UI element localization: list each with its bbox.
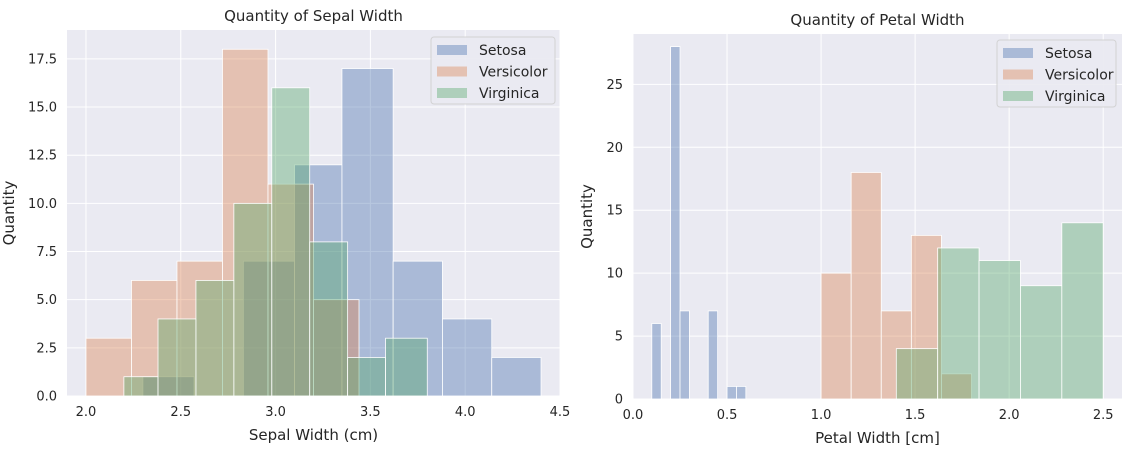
y-tick-label: 20: [606, 141, 623, 156]
y-tick-label: 7.5: [36, 245, 57, 260]
y-tick-label: 5: [615, 330, 623, 345]
legend-swatch-setosa: [1003, 48, 1033, 58]
histogram-bar-versicolor: [313, 299, 360, 397]
x-tick-label: 2.0: [999, 408, 1020, 423]
chart-title: Quantity of Petal Width: [790, 11, 964, 29]
legend: Setosa Versicolor Virginica: [430, 36, 556, 105]
y-tick-label: 12.5: [28, 149, 57, 164]
x-tick-label: 3.5: [360, 405, 381, 420]
y-tick-label: 15: [606, 204, 623, 219]
histogram-bar-virginica: [1061, 222, 1104, 400]
x-axis-label: Petal Width [cm]: [815, 429, 940, 447]
histogram-bar-virginica: [1020, 285, 1063, 400]
x-tick-label: 4.5: [550, 405, 571, 420]
x-axis-label: Sepal Width (cm): [249, 426, 378, 444]
x-tick-label: 0.5: [717, 408, 738, 423]
histogram-bar-virginica: [937, 247, 980, 400]
x-tick-label: 0.0: [623, 408, 644, 423]
y-tick-label: 0: [615, 393, 623, 408]
y-tick-label: 2.5: [36, 341, 57, 356]
histogram-bar-versicolor: [850, 172, 882, 400]
x-tick-label: 1.0: [811, 408, 832, 423]
histogram-bar-versicolor: [910, 234, 942, 400]
y-axis-label: Quantity: [578, 184, 596, 249]
legend-swatch-setosa: [437, 45, 467, 55]
y-tick-label: 0.0: [36, 390, 57, 405]
histogram-bar-virginica: [978, 260, 1021, 400]
histogram-bar-virginica: [195, 280, 235, 397]
histogram-bar-virginica: [233, 202, 273, 397]
legend: Setosa Versicolor Virginica: [996, 39, 1117, 108]
x-tick-label: 1.5: [905, 408, 926, 423]
histogram-bar-virginica: [347, 357, 386, 397]
legend-label-virginica: Virginica: [1045, 89, 1105, 105]
histogram-bar-virginica: [385, 337, 428, 397]
histogram-bar-virginica: [123, 376, 159, 397]
histogram-bar-setosa: [491, 357, 542, 397]
histogram-bar-setosa: [679, 310, 690, 400]
histogram-bar-virginica: [309, 241, 349, 397]
legend-label-setosa: Setosa: [479, 43, 526, 59]
legend-swatch-versicolor: [437, 66, 467, 77]
histogram-bar-versicolor: [941, 373, 972, 400]
y-tick-label: 10: [606, 267, 623, 282]
legend-frame: [996, 39, 1117, 108]
x-tick-label: 2.5: [1093, 408, 1114, 423]
histogram-bar-versicolor: [820, 272, 852, 400]
y-tick-label: 17.5: [28, 52, 57, 67]
histogram-bar-versicolor: [267, 183, 314, 397]
x-tick-label: 4.0: [455, 405, 476, 420]
histogram-bar-setosa: [670, 46, 681, 400]
histogram-bar-versicolor: [222, 48, 269, 397]
y-tick-label: 10.0: [28, 197, 57, 212]
histogram-bar-setosa: [442, 318, 493, 397]
x-tick-label: 3.0: [265, 405, 286, 420]
legend-label-setosa: Setosa: [1045, 46, 1092, 62]
chart-title: Quantity of Sepal Width: [224, 7, 403, 25]
chart-panel-2: 0 5 10 15 20 25 0.0 0.5 1.0 1.5 2.0 2.5 Quantity of …: [578, 11, 1122, 447]
y-tick-label: 25: [606, 78, 623, 93]
histogram-bar-setosa: [651, 323, 662, 400]
legend-label-versicolor: Versicolor: [479, 65, 548, 81]
y-tick-label: 5.0: [36, 293, 57, 308]
chart-panel-1: 0.0 2.5 5.0 7.5 10.0 12.5 15.0 17.5 2.0 2.5 3.0 3.5…: [0, 7, 570, 444]
histogram-bar-virginica: [271, 87, 311, 397]
legend-swatch-virginica: [437, 88, 467, 98]
legend-label-virginica: Virginica: [479, 86, 539, 102]
histogram-bar-setosa: [726, 386, 737, 400]
legend-swatch-versicolor: [1003, 69, 1033, 80]
legend-label-versicolor: Versicolor: [1045, 68, 1114, 84]
histogram-bar-setosa: [707, 310, 719, 400]
histogram-bar-setosa: [736, 386, 747, 400]
histogram-bar-setosa: [294, 164, 343, 397]
histogram-bar-virginica: [895, 348, 939, 400]
x-tick-label: 2.5: [170, 405, 191, 420]
legend-frame: [430, 36, 556, 105]
legend-swatch-virginica: [1003, 91, 1033, 101]
x-tick-label: 2.0: [76, 405, 97, 420]
histogram-bar-virginica: [157, 318, 197, 397]
y-tick-label: 15.0: [28, 101, 57, 116]
histogram-bar-setosa: [341, 68, 394, 397]
y-axis-label: Quantity: [0, 180, 18, 245]
histogram-bar-setosa: [242, 260, 295, 397]
